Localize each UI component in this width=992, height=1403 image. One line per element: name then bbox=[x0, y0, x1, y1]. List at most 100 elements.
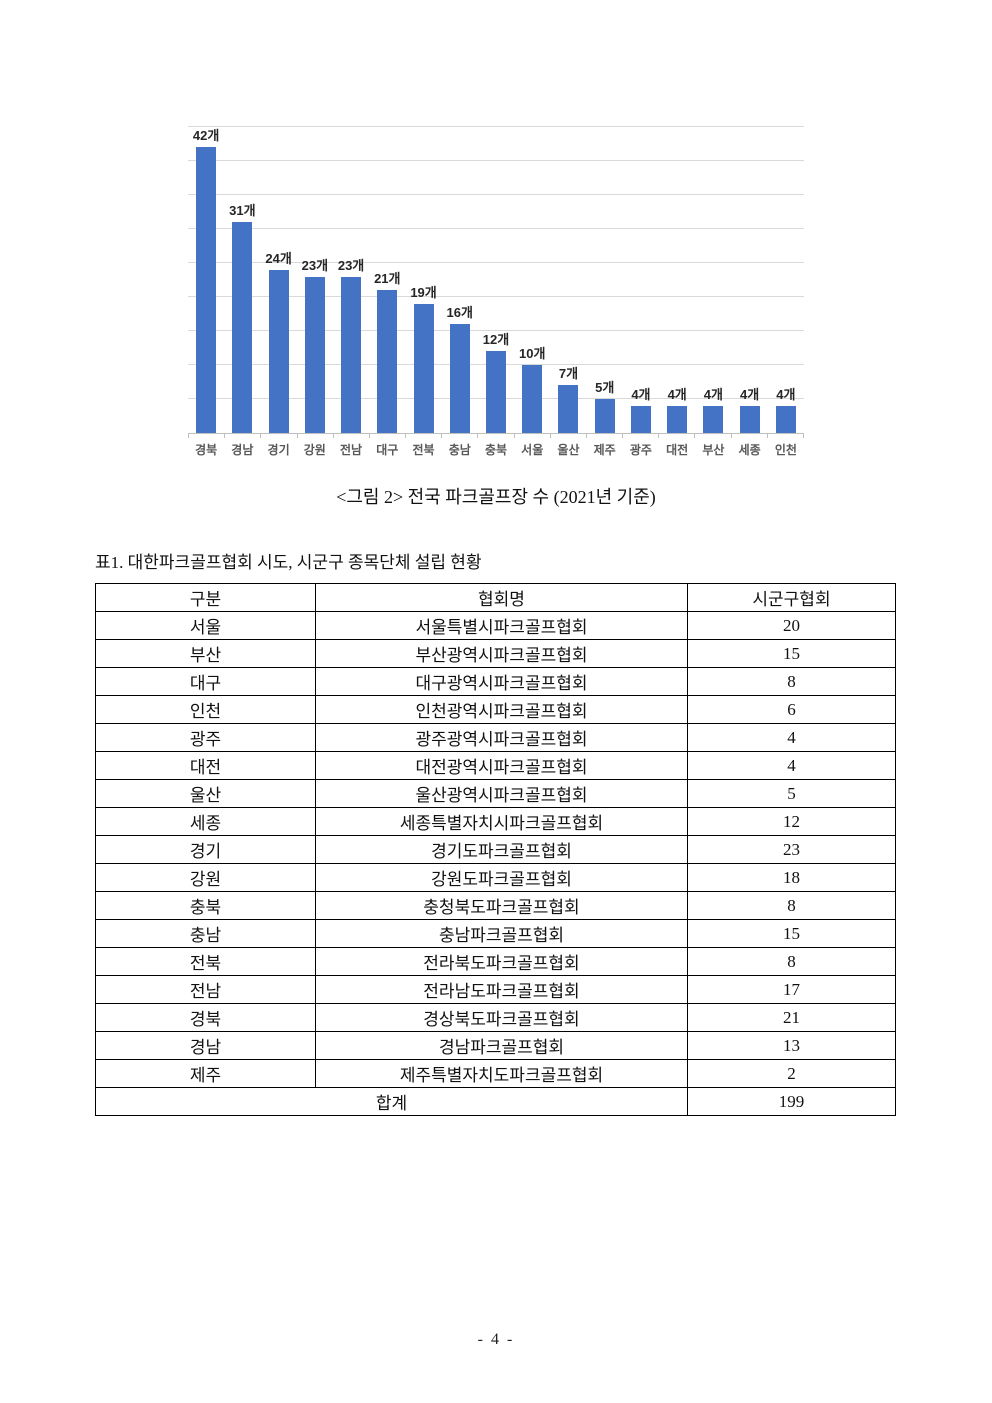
region-cell: 경북 bbox=[95, 1003, 316, 1032]
region-cell: 전북 bbox=[95, 947, 316, 976]
table-row: 대구 대구광역시파크골프협회 8 bbox=[95, 667, 896, 696]
region-cell: 대구 bbox=[95, 667, 316, 696]
bar-column: 23개 bbox=[333, 120, 369, 433]
bar-column: 19개 bbox=[405, 120, 441, 433]
bar-value-label: 21개 bbox=[374, 271, 401, 287]
table-row: 충남 충남파크골프협회 15 bbox=[95, 919, 896, 948]
axis-tick bbox=[659, 434, 696, 438]
table-row: 울산 울산광역시파크골프협회 5 bbox=[95, 779, 896, 808]
x-axis-label: 대구 bbox=[376, 443, 399, 457]
count-cell: 8 bbox=[687, 947, 896, 976]
count-cell: 18 bbox=[687, 863, 896, 892]
bar-value-label: 31개 bbox=[229, 203, 256, 219]
bar-column: 23개 bbox=[297, 120, 333, 433]
axis-tick bbox=[298, 434, 334, 438]
bar-column: 24개 bbox=[260, 120, 296, 433]
bar-column: 16개 bbox=[442, 120, 478, 433]
region-cell: 서울 bbox=[95, 611, 316, 640]
bar-value-label: 4개 bbox=[631, 386, 651, 402]
bar-value-label: 23개 bbox=[337, 257, 365, 273]
bar bbox=[341, 276, 362, 433]
gridline bbox=[188, 228, 804, 229]
association-name-cell: 인천광역시파크골프협회 bbox=[315, 695, 688, 724]
table-row: 인천 인천광역시파크골프협회 6 bbox=[95, 695, 896, 724]
bars-row: 42개 31개 24개 23개 23개 21개 19개 16개 12개 10개 7개 5개 4개 4개 4개… bbox=[188, 120, 804, 433]
association-name-cell: 충남파크골프협회 bbox=[315, 919, 688, 948]
count-cell: 8 bbox=[687, 667, 896, 696]
bar bbox=[739, 405, 760, 433]
axis-tick bbox=[406, 434, 443, 438]
x-axis-label: 광주 bbox=[629, 443, 652, 457]
figure-caption: <그림 2> 전국 파크골프장 수 (2021년 기준) bbox=[336, 487, 656, 507]
bar-column: 4개 bbox=[732, 120, 768, 433]
bar-value-label: 4개 bbox=[740, 386, 760, 402]
table-header-cell: 협회명 bbox=[315, 583, 688, 612]
table-row: 광주 광주광역시파크골프협회 4 bbox=[95, 723, 896, 752]
region-cell: 충남 bbox=[95, 919, 316, 948]
page-number: - 4 - bbox=[477, 1331, 515, 1348]
association-name-cell: 전라북도파크골프협회 bbox=[315, 947, 688, 976]
bar-value-label: 42개 bbox=[192, 128, 220, 144]
bar-value-label: 10개 bbox=[519, 346, 546, 361]
x-axis-labels: 경북 경남 경기 강원 전남 대구 전북 충남 충북 서울 울산 제주 광주 대전 부산 세종 인천 bbox=[188, 441, 804, 458]
table-row: 대전 대전광역시파크골프협회 4 bbox=[95, 751, 896, 780]
axis-tick bbox=[768, 434, 804, 438]
bar-value-label: 24개 bbox=[265, 250, 292, 266]
total-label-cell: 합계 bbox=[95, 1087, 688, 1116]
region-cell: 울산 bbox=[95, 779, 316, 808]
x-axis-label: 전남 bbox=[340, 443, 363, 457]
association-name-cell: 제주특별자치도파크골프협회 bbox=[315, 1059, 688, 1088]
table-row: 경기 경기도파크골프협회 23 bbox=[95, 835, 896, 864]
axis-tick bbox=[370, 434, 407, 438]
x-axis-label: 경북 bbox=[195, 443, 218, 457]
region-cell: 전남 bbox=[95, 975, 316, 1004]
total-value-cell: 199 bbox=[687, 1087, 896, 1116]
region-cell: 제주 bbox=[95, 1059, 316, 1088]
association-name-cell: 경상북도파크골프협회 bbox=[315, 1003, 688, 1032]
x-axis-label: 서울 bbox=[521, 443, 544, 457]
bar bbox=[196, 147, 217, 433]
bar bbox=[703, 405, 724, 433]
table-header-cell: 시군구협회 bbox=[687, 583, 896, 612]
axis-tick bbox=[732, 434, 768, 438]
bar bbox=[304, 276, 325, 433]
table-row: 충북 충청북도파크골프협회 8 bbox=[95, 891, 896, 920]
bar-column: 12개 bbox=[478, 120, 514, 433]
association-name-cell: 광주광역시파크골프협회 bbox=[315, 723, 688, 752]
count-cell: 2 bbox=[687, 1059, 896, 1088]
axis-tick bbox=[478, 434, 515, 438]
bar-value-label: 4개 bbox=[667, 386, 687, 402]
table-header-row: 구분 협회명 시군구협회 bbox=[95, 583, 896, 612]
bar bbox=[268, 269, 289, 433]
bar-value-label: 4개 bbox=[703, 386, 723, 402]
chart-plot: 42개 31개 24개 23개 23개 21개 19개 16개 12개 10개 7개 5개 4개 4개 4개… bbox=[188, 120, 804, 433]
gridline bbox=[188, 262, 804, 263]
table-row: 부산 부산광역시파크골프협회 15 bbox=[95, 639, 896, 668]
bar bbox=[232, 222, 253, 433]
x-axis-label: 인천 bbox=[774, 443, 797, 457]
region-cell: 충북 bbox=[95, 891, 316, 920]
bar bbox=[485, 351, 506, 433]
x-axis-label: 경기 bbox=[267, 443, 290, 457]
count-cell: 4 bbox=[687, 723, 896, 752]
count-cell: 12 bbox=[687, 807, 896, 836]
table-row: 제주 제주특별자치도파크골프협회 2 bbox=[95, 1059, 896, 1088]
table-header-cell: 구분 bbox=[95, 583, 316, 612]
axis-tick bbox=[623, 434, 660, 438]
association-name-cell: 대구광역시파크골프협회 bbox=[315, 667, 688, 696]
bar-column: 4개 bbox=[623, 120, 659, 433]
x-axis-label: 부산 bbox=[702, 443, 725, 457]
region-cell: 대전 bbox=[95, 751, 316, 780]
region-cell: 부산 bbox=[95, 639, 316, 668]
axis-tick bbox=[551, 434, 587, 438]
bar-value-label: 5개 bbox=[595, 380, 615, 395]
association-name-cell: 부산광역시파크골프협회 bbox=[315, 639, 688, 668]
bar-value-label: 7개 bbox=[558, 366, 579, 382]
bar-column: 31개 bbox=[224, 120, 260, 433]
count-cell: 5 bbox=[687, 779, 896, 808]
association-name-cell: 강원도파크골프협회 bbox=[315, 863, 688, 892]
count-cell: 23 bbox=[687, 835, 896, 864]
count-cell: 8 bbox=[687, 891, 896, 920]
count-cell: 13 bbox=[687, 1031, 896, 1060]
